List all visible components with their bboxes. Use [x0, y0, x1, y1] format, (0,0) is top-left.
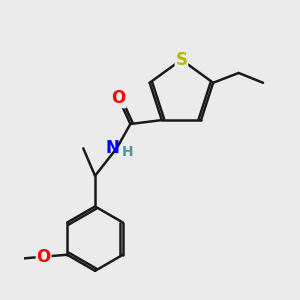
- Text: N: N: [106, 139, 120, 157]
- Text: H: H: [122, 145, 134, 159]
- Text: S: S: [176, 51, 188, 69]
- Text: O: O: [37, 248, 51, 266]
- Text: O: O: [112, 89, 126, 107]
